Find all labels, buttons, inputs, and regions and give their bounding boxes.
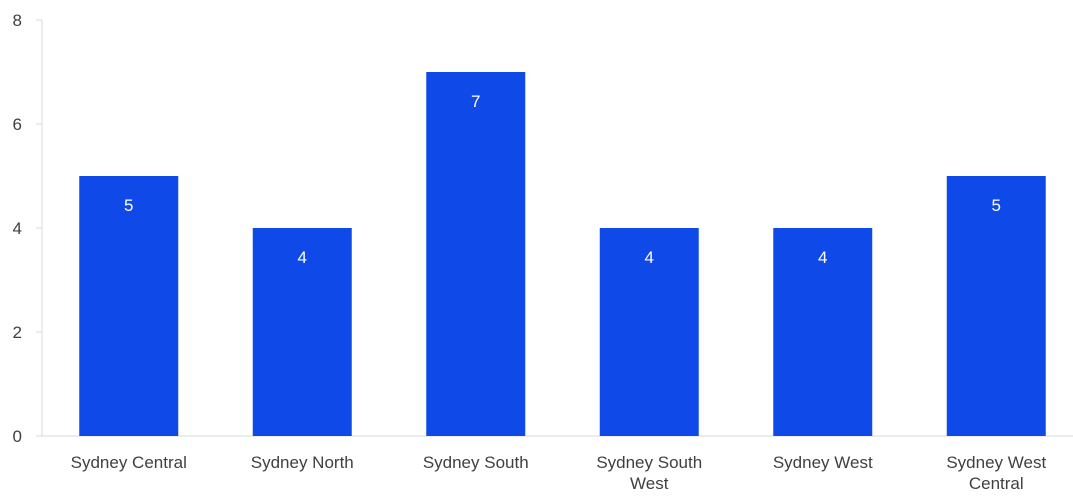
y-axis: 0 2 4 6 8 — [13, 11, 43, 446]
bar — [599, 228, 699, 436]
bar — [252, 228, 352, 436]
category-label-line: Sydney South — [596, 453, 702, 472]
y-tick-label: 6 — [13, 115, 22, 134]
bar-data-label: 5 — [124, 196, 133, 215]
y-tick-label: 8 — [13, 11, 22, 30]
category-label-line: Sydney South — [423, 453, 529, 472]
category-label: Sydney West Central — [946, 453, 1046, 493]
bar-data-label: 5 — [992, 196, 1001, 215]
category-label-line: Sydney North — [251, 453, 354, 472]
category-label: Sydney South West — [596, 453, 702, 493]
category-label-line: Sydney West — [773, 453, 873, 472]
category-label: Sydney Central — [71, 453, 187, 472]
y-tick-label: 2 — [13, 323, 22, 342]
category-labels: Sydney Central Sydney North Sydney South Sy… — [71, 453, 1047, 493]
bar — [946, 176, 1046, 436]
category-label: Sydney South — [423, 453, 529, 472]
bar — [426, 72, 526, 436]
category-label-line: Central — [969, 474, 1024, 493]
bar — [773, 228, 873, 436]
category-label-line: West — [630, 474, 669, 493]
category-label: Sydney North — [251, 453, 354, 472]
bar-data-label: 4 — [298, 248, 307, 267]
category-label: Sydney West — [773, 453, 873, 472]
bar-data-label: 7 — [471, 92, 480, 111]
bar — [79, 176, 179, 436]
data-labels: 5 4 7 4 4 5 — [124, 92, 1001, 267]
category-label-line: Sydney Central — [71, 453, 187, 472]
y-tick-label: 4 — [13, 219, 22, 238]
y-tick-label: 0 — [13, 427, 22, 446]
category-label-line: Sydney West — [946, 453, 1046, 472]
bar-data-label: 4 — [818, 248, 827, 267]
bar-data-label: 4 — [645, 248, 654, 267]
bar-series — [79, 72, 1046, 436]
